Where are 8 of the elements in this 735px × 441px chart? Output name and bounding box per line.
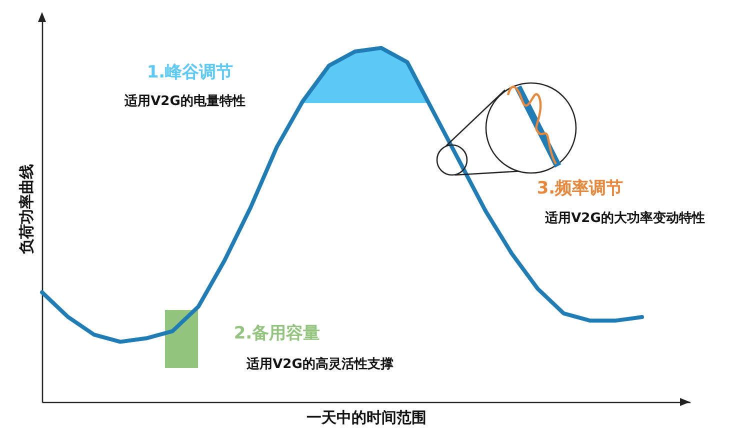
annotation: 适用V2G的高灵活性支撑 [246, 356, 394, 373]
annotation: 2.备用容量 [234, 322, 320, 344]
x-axis-title: 一天中的时间范围 [306, 408, 426, 426]
y-axis-title: 负荷功率曲线 [18, 164, 36, 255]
annotation: 适用V2G的电量特性 [124, 93, 246, 110]
annotation: 3.频率调节 [536, 178, 624, 200]
annotation: 1.峰谷调节 [146, 62, 234, 84]
annotation: 适用V2G的大功率变动特性 [545, 210, 705, 227]
